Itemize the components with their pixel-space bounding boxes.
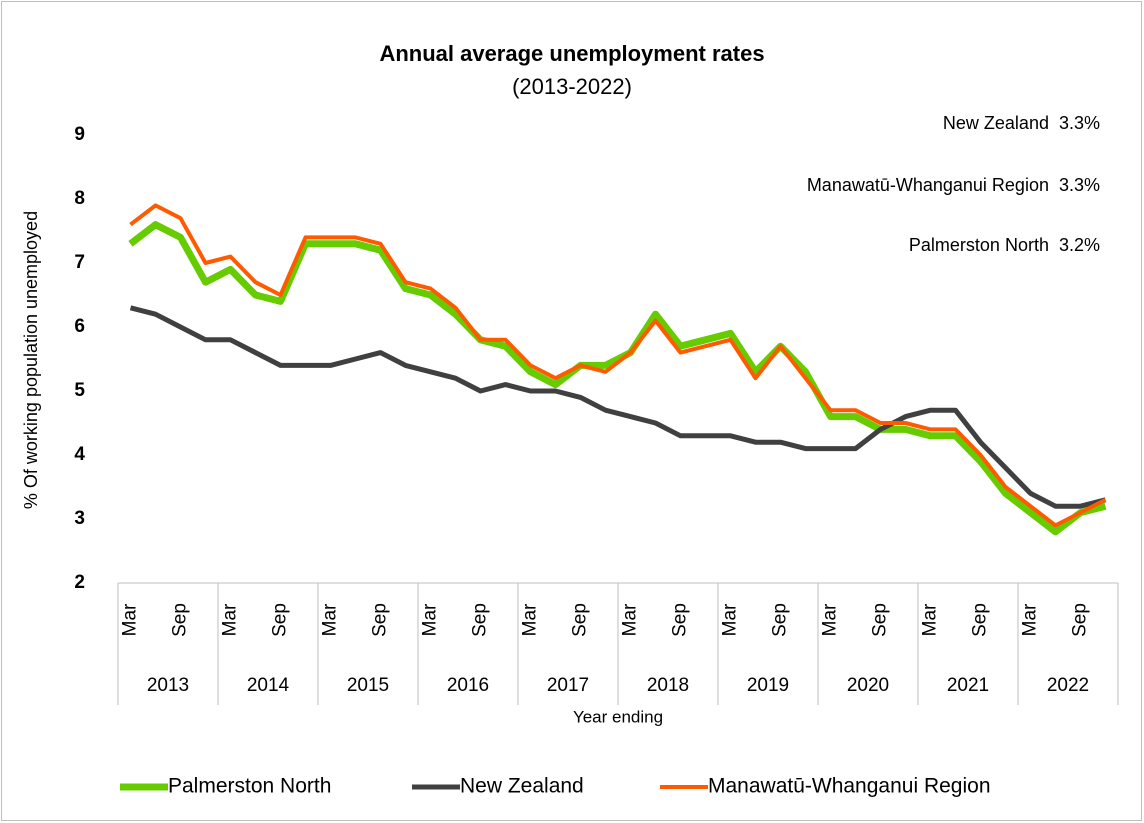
y-tick-label: 5 [74,380,85,401]
series-line [129,203,1107,528]
y-axis-label: % Of working population unemployed [21,211,41,509]
chart-title: Annual average unemployment rates [379,41,764,66]
y-tick-label: 3 [74,508,85,529]
annotation: Manawatū-Whanganui Region 3.3% [807,175,1100,195]
x-tick-label: Mar [420,603,441,636]
x-tick-label: Sep [870,603,891,637]
year-label: 2022 [1047,675,1089,696]
y-tick-label: 6 [74,316,85,337]
x-tick-label: Sep [470,603,491,637]
series-line [129,305,1107,509]
x-tick-label: Mar [720,603,741,636]
x-tick-label: Mar [1020,603,1041,636]
x-tick-label: Sep [570,603,591,637]
year-label: 2019 [747,675,789,696]
x-tick-label: Mar [920,603,941,636]
x-tick-label: Sep [970,603,991,637]
x-tick-label: Mar [120,603,141,636]
legend-label: Manawatū-Whanganui Region [708,775,991,798]
x-axis-label: Year ending [573,707,663,726]
year-label: 2014 [247,675,290,696]
x-tick-label: Sep [1070,603,1091,637]
legend-label: New Zealand [460,775,584,798]
x-tick-label: Mar [820,603,841,636]
year-label: 2018 [647,675,689,696]
x-tick-label: Sep [270,603,291,637]
y-tick-label: 8 [74,188,85,209]
x-tick-label: Mar [220,603,241,636]
y-tick-label: 4 [74,444,85,465]
legend-label: Palmerston North [168,775,331,798]
year-label: 2017 [547,675,589,696]
y-tick-label: 9 [74,124,85,145]
series-line [128,221,1107,536]
x-tick-label: Mar [320,603,341,636]
x-tick-label: Sep [170,603,191,637]
y-tick-label: 2 [74,572,85,593]
x-tick-label: Mar [620,603,641,636]
annotation: Palmerston North 3.2% [909,235,1100,255]
year-label: 2015 [347,675,389,696]
x-tick-label: Sep [770,603,791,637]
x-tick-label: Mar [520,603,541,636]
chart-subtitle: (2013-2022) [512,74,632,99]
y-tick-label: 7 [74,252,85,273]
year-label: 2021 [947,675,989,696]
year-label: 2013 [147,675,189,696]
x-tick-label: Sep [670,603,691,637]
x-tick-label: Sep [370,603,391,637]
year-label: 2016 [447,675,489,696]
annotation: New Zealand 3.3% [943,113,1100,133]
year-label: 2020 [847,675,889,696]
